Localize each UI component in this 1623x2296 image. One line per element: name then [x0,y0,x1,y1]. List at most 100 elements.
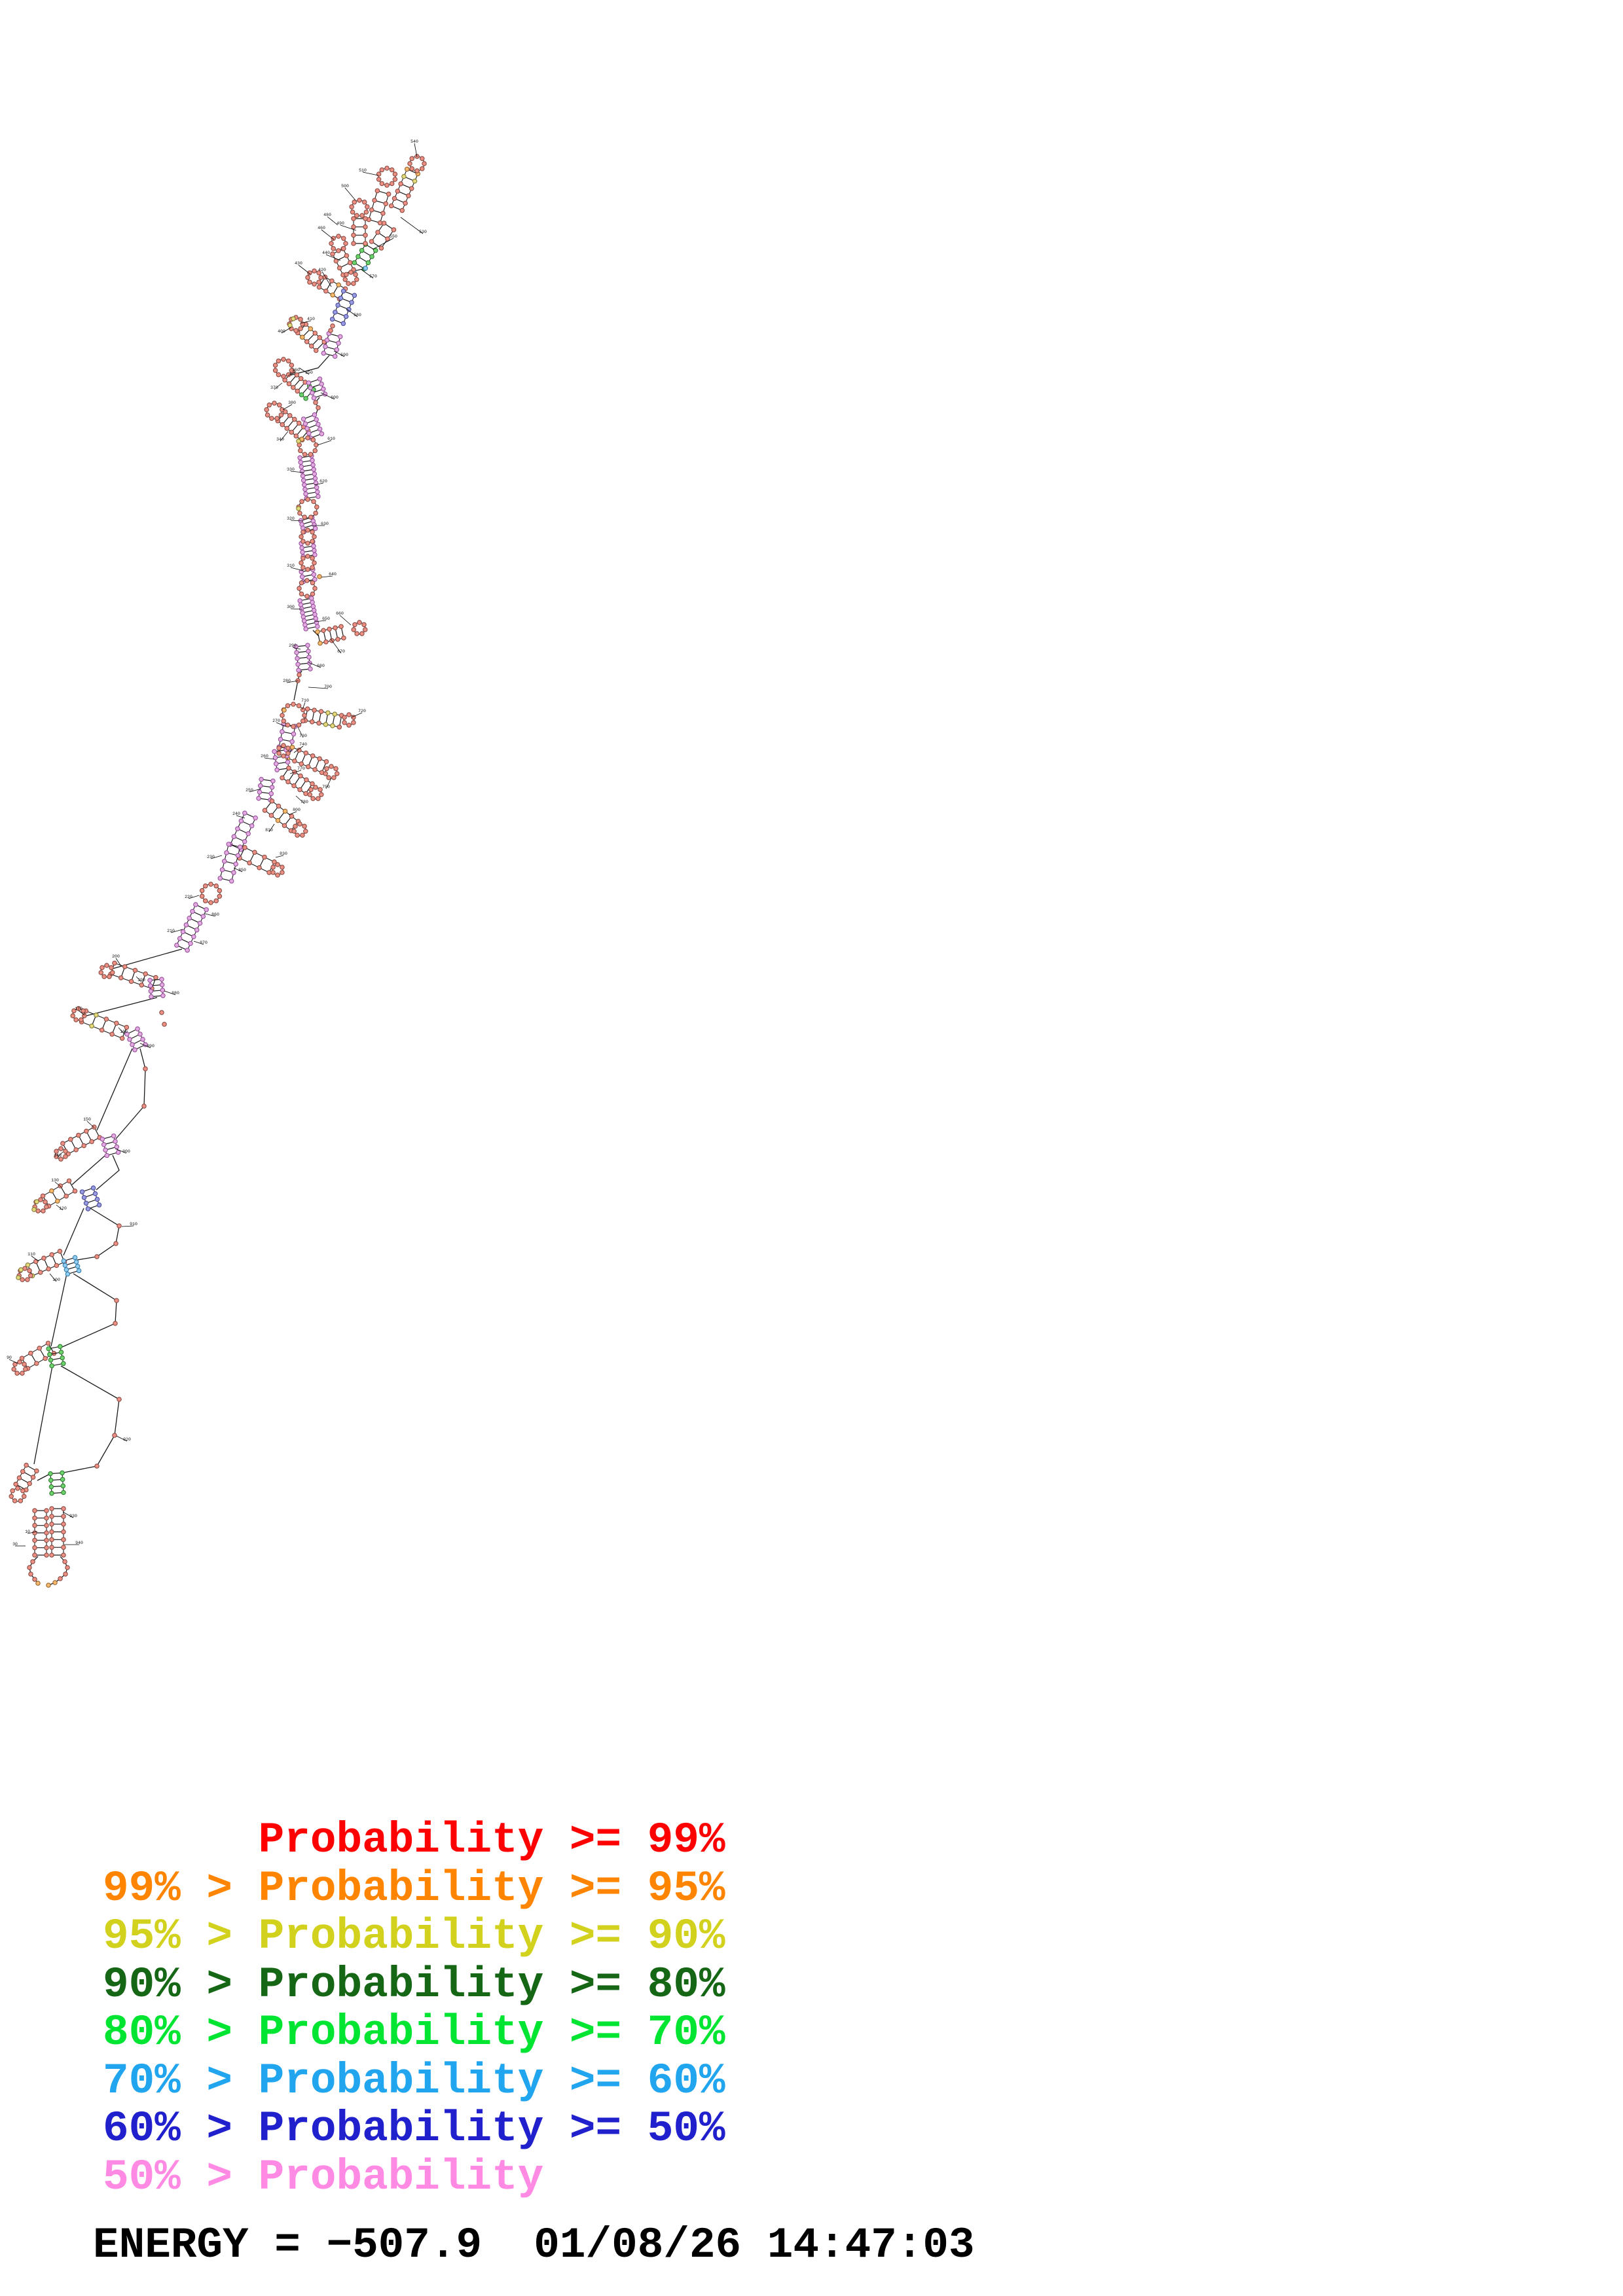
helix [48,1470,66,1496]
helix [285,744,329,776]
position-label: 740 [293,742,307,753]
svg-text:930: 930 [69,1514,77,1518]
helix [316,274,348,302]
svg-text:310: 310 [287,564,295,568]
position-label: 660 [336,611,352,626]
loop [329,234,348,253]
position-label: 100 [49,1273,60,1282]
position-label: 380 [282,401,296,410]
position-label: 630 [312,522,329,526]
position-label: 30 [12,1542,26,1547]
loop [299,554,317,572]
legend-row: 80% > Probability >= 70% [103,2008,725,2057]
helix [217,842,243,884]
legend-row: 90% > Probability >= 80% [103,1960,725,2009]
position-label: 930 [62,1511,77,1518]
svg-text:340: 340 [276,437,284,442]
position-label: 210 [167,929,183,933]
svg-text:530: 530 [419,230,427,234]
svg-text:330: 330 [287,467,295,472]
svg-text:740: 740 [299,742,307,747]
svg-text:510: 510 [359,168,367,173]
svg-text:580: 580 [354,313,361,317]
loop [323,764,340,780]
legend-row: Probability >= 99% [103,1816,725,1865]
position-label: 870 [193,941,208,945]
legend-row: 99% > Probability >= 95% [103,1864,725,1913]
position-label: 730 [297,726,307,738]
loop [342,712,356,728]
position-label: 170 [75,1007,85,1016]
svg-text:830: 830 [280,852,287,856]
svg-text:660: 660 [336,611,344,616]
position-label: 10 [25,1530,38,1534]
helix [321,331,343,359]
helix [32,1508,49,1558]
helix [351,216,368,246]
position-label: 810 [265,823,275,833]
position-label: 540 [410,139,418,158]
svg-text:570: 570 [369,274,377,279]
helix [293,643,313,673]
position-label: 440 [322,251,341,261]
helix [256,777,276,802]
loop [264,401,285,422]
svg-text:410: 410 [307,317,315,321]
position-label: 190 [136,976,145,982]
svg-text:270: 270 [272,719,280,723]
position-label: 780 [295,795,308,804]
helix [369,221,397,251]
energy-timestamp-line: ENERGY = −507.9 01/08/26 14:47:03 [93,2221,975,2270]
loop-rings [9,154,427,1503]
loop [9,1486,27,1503]
svg-text:490: 490 [337,221,344,226]
loop [407,154,427,173]
legend-row: 95% > Probability >= 90% [103,1912,725,1961]
loop [272,357,295,379]
position-label: 940 [64,1541,83,1545]
position-label: 510 [359,168,379,176]
position-label: 610 [317,437,335,446]
legend-row: 50% > Probability [103,2153,544,2202]
svg-text:730: 730 [299,734,307,738]
loop [70,1006,87,1022]
loop [351,620,368,636]
helix [329,288,357,327]
loop [299,528,317,546]
position-label: 90 [7,1355,18,1364]
svg-text:300: 300 [287,605,295,609]
position-label: 300 [287,605,303,610]
position-label: 320 [287,516,304,522]
loop [297,578,318,599]
position-label: 530 [400,217,427,234]
helix [60,1124,102,1157]
position-label: 220 [185,895,200,899]
position-label: 830 [275,852,287,858]
loop [291,821,308,838]
loop [270,862,285,878]
svg-text:890: 890 [147,1044,155,1049]
position-label: 290 [289,643,301,650]
position-label: 370 [270,382,283,390]
position-label: 680 [308,662,325,668]
position-label: 270 [272,719,287,727]
position-label: 570 [361,269,377,279]
loop [11,1359,28,1376]
svg-text:220: 220 [185,895,192,899]
svg-text:650: 650 [322,617,330,621]
helix [174,902,209,953]
position-label: 670 [330,638,345,654]
position-label: 140 [54,1151,64,1158]
position-label: 720 [351,709,366,718]
svg-text:460: 460 [318,226,325,230]
position-label: 640 [321,572,337,578]
helix [61,1255,82,1277]
position-label: 710 [301,698,309,710]
helix [297,596,320,632]
loop [376,166,398,188]
loop [199,882,223,905]
position-label: 490 [337,221,357,231]
position-label: 250 [246,788,262,793]
svg-text:320: 320 [287,516,295,521]
